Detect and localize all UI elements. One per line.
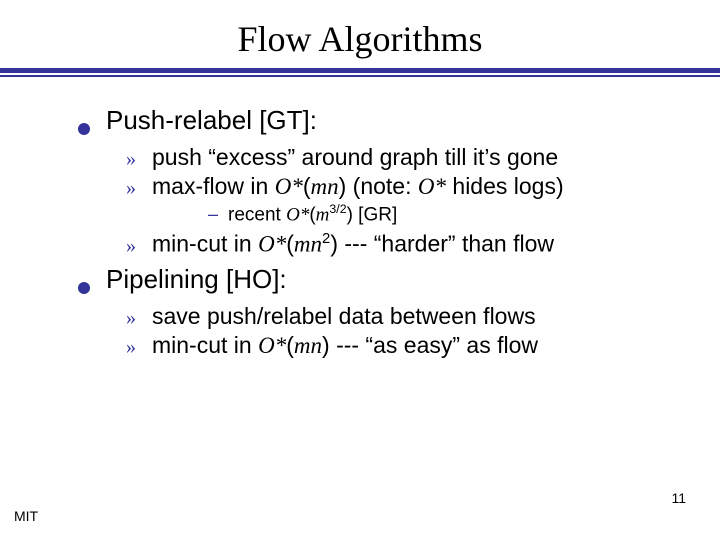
sub-text: max-flow in O*(mn) (note: O* hides logs) — [152, 173, 564, 200]
slide-title: Flow Algorithms — [0, 0, 720, 68]
slide-content: Push-relabel [GT]: » push “excess” aroun… — [0, 77, 720, 359]
sub-list: » save push/relabel data between flows »… — [78, 303, 670, 359]
subsub-list: – recent O*(m3/2) [GR] — [126, 202, 670, 226]
bullet-dot-icon — [78, 123, 90, 135]
subsub-marker-icon: – — [208, 204, 218, 225]
page-number: 11 — [671, 490, 686, 506]
footer-label: MIT — [14, 508, 38, 524]
bullet-label: Push-relabel [GT]: — [106, 105, 317, 136]
sub-item: » min-cut in O*(mn2) --- “harder” than f… — [126, 230, 670, 258]
sub-item: » min-cut in O*(mn) --- “as easy” as flo… — [126, 332, 670, 359]
sub-item: » max-flow in O*(mn) (note: O* hides log… — [126, 173, 670, 200]
subsub-text: recent O*(m3/2) [GR] — [228, 202, 397, 226]
subsub-item: – recent O*(m3/2) [GR] — [208, 202, 670, 226]
sub-marker-icon: » — [126, 148, 140, 171]
sub-marker-icon: » — [126, 336, 140, 359]
sub-item: » save push/relabel data between flows — [126, 303, 670, 330]
sub-text: min-cut in O*(mn) --- “as easy” as flow — [152, 332, 538, 359]
sub-item: » push “excess” around graph till it’s g… — [126, 144, 670, 171]
sub-text: min-cut in O*(mn2) --- “harder” than flo… — [152, 230, 554, 258]
sub-text: save push/relabel data between flows — [152, 303, 536, 330]
sub-marker-icon: » — [126, 177, 140, 200]
sub-marker-icon: » — [126, 235, 140, 258]
bullet-item: Push-relabel [GT]: — [78, 105, 670, 136]
bullet-dot-icon — [78, 282, 90, 294]
sub-list: » push “excess” around graph till it’s g… — [78, 144, 670, 258]
title-divider — [0, 68, 720, 77]
sub-text: push “excess” around graph till it’s gon… — [152, 144, 558, 171]
bullet-label: Pipelining [HO]: — [106, 264, 287, 295]
sub-marker-icon: » — [126, 307, 140, 330]
bullet-item: Pipelining [HO]: — [78, 264, 670, 295]
